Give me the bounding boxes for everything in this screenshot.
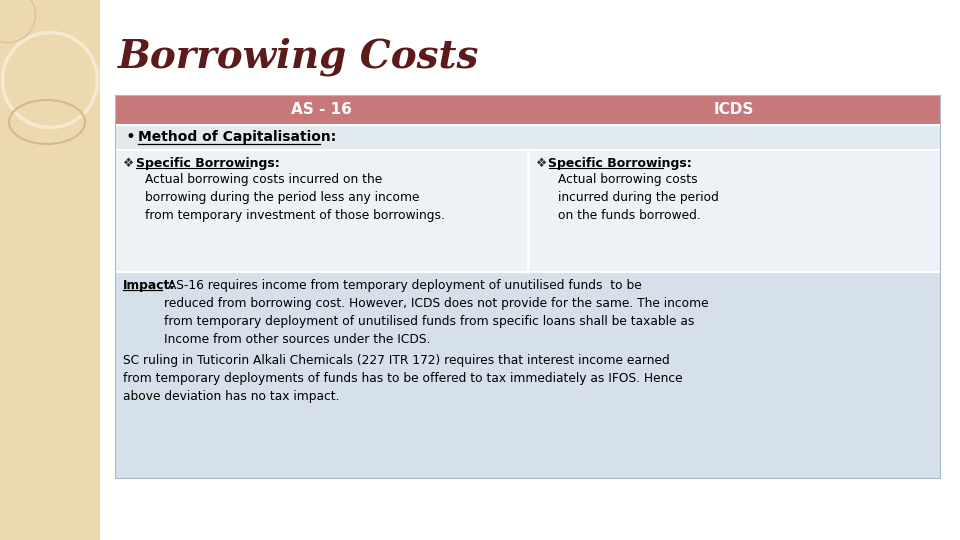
Text: ❖: ❖ xyxy=(123,157,134,170)
Text: •: • xyxy=(125,129,134,146)
Text: Actual borrowing costs
incurred during the period
on the funds borrowed.: Actual borrowing costs incurred during t… xyxy=(558,173,718,222)
Polygon shape xyxy=(0,0,100,540)
Text: Borrowing Costs: Borrowing Costs xyxy=(118,38,479,77)
FancyBboxPatch shape xyxy=(100,0,960,540)
FancyBboxPatch shape xyxy=(115,95,940,125)
Text: AS - 16: AS - 16 xyxy=(291,103,351,118)
Text: SC ruling in Tuticorin Alkali Chemicals (227 ITR 172) requires that interest inc: SC ruling in Tuticorin Alkali Chemicals … xyxy=(123,354,683,403)
Text: Specific Borrowings:: Specific Borrowings: xyxy=(136,157,279,170)
FancyBboxPatch shape xyxy=(115,150,940,272)
FancyBboxPatch shape xyxy=(115,272,940,478)
FancyBboxPatch shape xyxy=(115,125,940,150)
Text: AS-16 requires income from temporary deployment of unutilised funds  to be
reduc: AS-16 requires income from temporary dep… xyxy=(164,279,708,346)
Text: Method of Capitalisation:: Method of Capitalisation: xyxy=(138,131,336,145)
Text: Specific Borrowings:: Specific Borrowings: xyxy=(548,157,692,170)
Ellipse shape xyxy=(0,0,36,43)
Text: ❖: ❖ xyxy=(536,157,547,170)
Text: Actual borrowing costs incurred on the
borrowing during the period less any inco: Actual borrowing costs incurred on the b… xyxy=(145,173,444,222)
Text: ICDS: ICDS xyxy=(713,103,754,118)
Text: Impact:: Impact: xyxy=(123,279,176,292)
